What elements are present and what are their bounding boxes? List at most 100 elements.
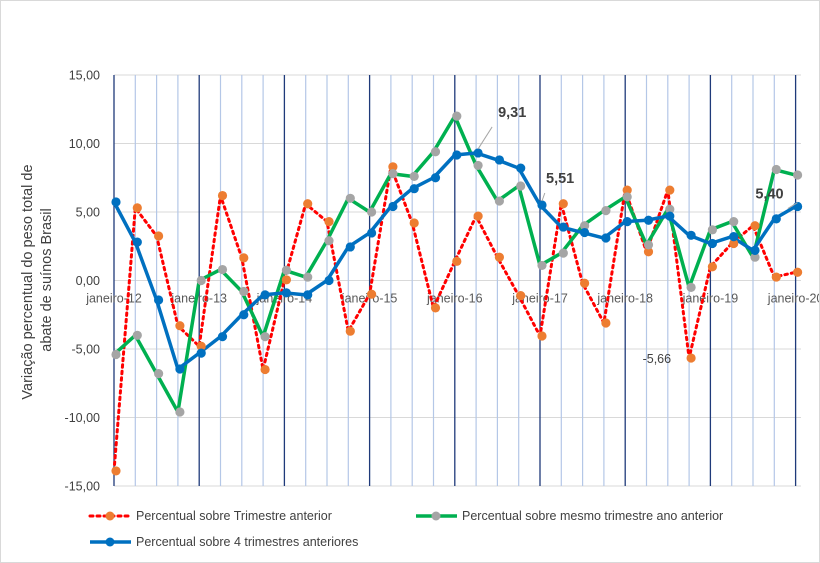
data-point-series-0 <box>388 162 398 172</box>
data-point-series-0 <box>217 190 228 201</box>
data-label: 5,51 <box>546 171 574 187</box>
series-line-0 <box>112 165 798 473</box>
series-group <box>111 111 803 476</box>
data-point-series-2 <box>537 200 547 210</box>
data-point-series-1 <box>473 160 483 171</box>
y-tick-label: 15,00 <box>69 69 100 83</box>
data-point-series-0 <box>260 364 270 375</box>
data-point-series-0 <box>452 256 462 266</box>
data-point-series-2 <box>516 163 526 173</box>
y-axis: 15,00 10,00 5,00 0,00 -5,00 -10,00 -15,00 <box>65 69 101 494</box>
data-point-series-2 <box>643 215 654 225</box>
data-point-series-1 <box>111 349 121 360</box>
data-point-series-0 <box>750 221 760 231</box>
y-axis-label-line-1: Variação percentual do peso total de <box>20 164 36 399</box>
data-point-series-1 <box>388 169 398 179</box>
data-point-series-0 <box>580 278 590 288</box>
legend-line-marker-icon <box>416 511 457 521</box>
y-tick-label: -15,00 <box>65 480 100 494</box>
data-label: -5,66 <box>643 352 672 366</box>
data-point-series-1 <box>537 260 547 271</box>
data-point-series-0 <box>154 231 164 241</box>
legend-item-trimestre-anterior: Percentual sobre Trimestre anterior <box>88 509 332 523</box>
data-point-series-2 <box>452 150 462 160</box>
legend-item-4-trimestres: Percentual sobre 4 trimestres anteriores <box>88 535 358 549</box>
data-point-series-0 <box>494 252 504 262</box>
data-point-series-0 <box>686 353 696 363</box>
data-point-series-0 <box>367 289 377 299</box>
legend-dotted-marker-icon <box>88 511 133 521</box>
data-point-series-1 <box>793 170 803 180</box>
legend-line-marker-icon <box>90 537 131 547</box>
data-point-series-0 <box>537 331 547 341</box>
grid <box>113 74 801 487</box>
data-point-series-1 <box>281 265 291 275</box>
x-tick-label: janeiro-18 <box>596 292 653 306</box>
y-axis-label-line-2: abate de suínos Brasil <box>39 208 55 351</box>
data-point-series-0 <box>643 247 654 257</box>
data-label: 5,40 <box>755 187 783 203</box>
data-point-series-2 <box>111 197 121 207</box>
x-tick-label: janeiro-12 <box>85 292 142 306</box>
data-point-series-2 <box>771 214 781 224</box>
data-point-series-2 <box>281 288 291 298</box>
data-point-series-2 <box>409 184 419 194</box>
data-point-series-1 <box>217 264 228 275</box>
data-point-series-2 <box>175 364 185 374</box>
data-point-series-1 <box>580 221 590 231</box>
data-point-series-2 <box>686 230 696 240</box>
data-point-series-0 <box>473 211 483 221</box>
data-point-series-0 <box>771 272 781 282</box>
data-point-series-2 <box>367 228 377 238</box>
data-point-series-1 <box>345 193 355 203</box>
y-tick-label: 5,00 <box>76 206 100 220</box>
data-point-series-1 <box>516 181 526 191</box>
data-point-series-1 <box>686 282 696 292</box>
data-point-series-0 <box>345 326 355 336</box>
data-point-series-1 <box>196 275 206 286</box>
data-point-series-2 <box>793 201 803 212</box>
data-point-series-2 <box>154 295 164 305</box>
data-point-series-0 <box>239 253 249 263</box>
data-point-series-2 <box>217 332 228 342</box>
data-point-series-1 <box>154 369 164 379</box>
y-tick-label: -5,00 <box>72 343 101 357</box>
data-point-series-1 <box>324 236 334 246</box>
y-tick-label: -10,00 <box>65 411 100 425</box>
data-point-series-0 <box>281 275 291 285</box>
data-point-series-2 <box>665 211 675 221</box>
legend-item-mesmo-trimestre: Percentual sobre mesmo trimestre ano ant… <box>414 509 723 523</box>
data-point-series-2 <box>430 173 441 183</box>
annotation-leader-line <box>541 192 546 202</box>
data-point-series-1 <box>260 332 270 342</box>
x-tick-label: janeiro-15 <box>341 292 398 306</box>
data-point-series-0 <box>793 267 803 277</box>
annotation-leader-line <box>787 202 798 209</box>
legend-label: Percentual sobre 4 trimestres anteriores <box>136 535 359 549</box>
y-axis-label: Variação percentual do peso total de aba… <box>20 160 55 399</box>
data-point-series-2 <box>324 275 334 286</box>
data-point-series-1 <box>665 204 675 214</box>
data-point-series-0 <box>729 238 739 249</box>
data-point-series-1 <box>750 252 760 262</box>
data-point-series-2 <box>707 238 718 249</box>
data-point-series-1 <box>729 216 739 227</box>
data-point-series-2 <box>558 222 568 232</box>
data-point-series-0 <box>324 216 334 227</box>
data-point-series-0 <box>175 321 185 331</box>
data-point-series-2 <box>303 290 313 300</box>
data-point-series-2 <box>494 155 504 165</box>
data-point-series-0 <box>665 185 675 195</box>
data-point-series-1 <box>430 147 441 157</box>
data-point-series-0 <box>196 341 206 351</box>
data-point-series-1 <box>175 407 185 417</box>
data-point-series-2 <box>750 245 760 255</box>
data-point-series-1 <box>643 240 654 250</box>
data-point-series-1 <box>601 206 611 216</box>
data-point-series-0 <box>111 466 121 476</box>
data-point-series-0 <box>430 303 441 313</box>
data-point-series-2 <box>580 227 590 238</box>
data-point-series-0 <box>707 262 718 272</box>
data-point-series-0 <box>303 199 313 209</box>
